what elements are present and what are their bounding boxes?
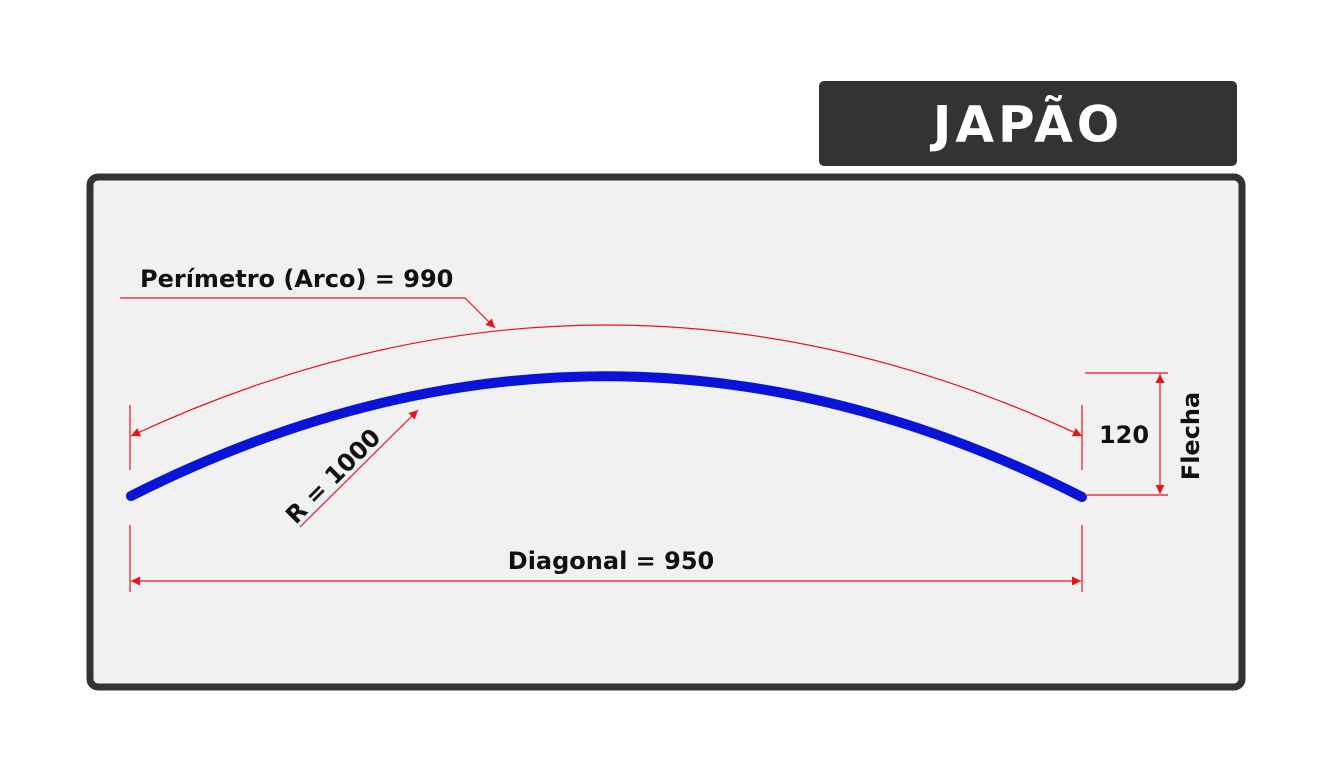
title: JAPÃO: [930, 95, 1124, 154]
diagonal-label: Diagonal = 950: [508, 547, 714, 575]
perimeter-label: Perímetro (Arco) = 990: [140, 265, 453, 293]
radius-leader: [299, 409, 419, 528]
rise-name: Flecha: [1177, 392, 1205, 480]
perimeter-leader: [120, 297, 496, 329]
rise-value: 120: [1099, 421, 1149, 449]
panel: [86, 173, 1246, 691]
perimeter-dimension: [130, 324, 1083, 437]
title-tab: [819, 81, 1237, 166]
